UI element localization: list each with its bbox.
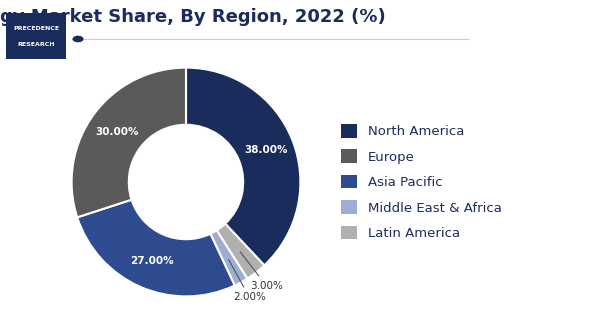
Text: 3.00%: 3.00% [240,252,283,291]
Text: PRECEDENCE: PRECEDENCE [13,26,59,32]
Wedge shape [186,68,301,266]
Wedge shape [211,230,247,285]
Wedge shape [217,224,265,279]
Text: 27.00%: 27.00% [130,256,174,266]
Text: 38.00%: 38.00% [244,145,287,155]
Wedge shape [77,200,235,296]
Text: 30.00%: 30.00% [95,126,139,136]
Text: RESEARCH: RESEARCH [17,42,55,47]
Wedge shape [71,68,186,217]
Text: 2.00%: 2.00% [229,260,266,302]
Legend: North America, Europe, Asia Pacific, Middle East & Africa, Latin America: North America, Europe, Asia Pacific, Mid… [341,124,502,240]
Title: Virology Market Share, By Region, 2022 (%): Virology Market Share, By Region, 2022 (… [0,8,385,26]
